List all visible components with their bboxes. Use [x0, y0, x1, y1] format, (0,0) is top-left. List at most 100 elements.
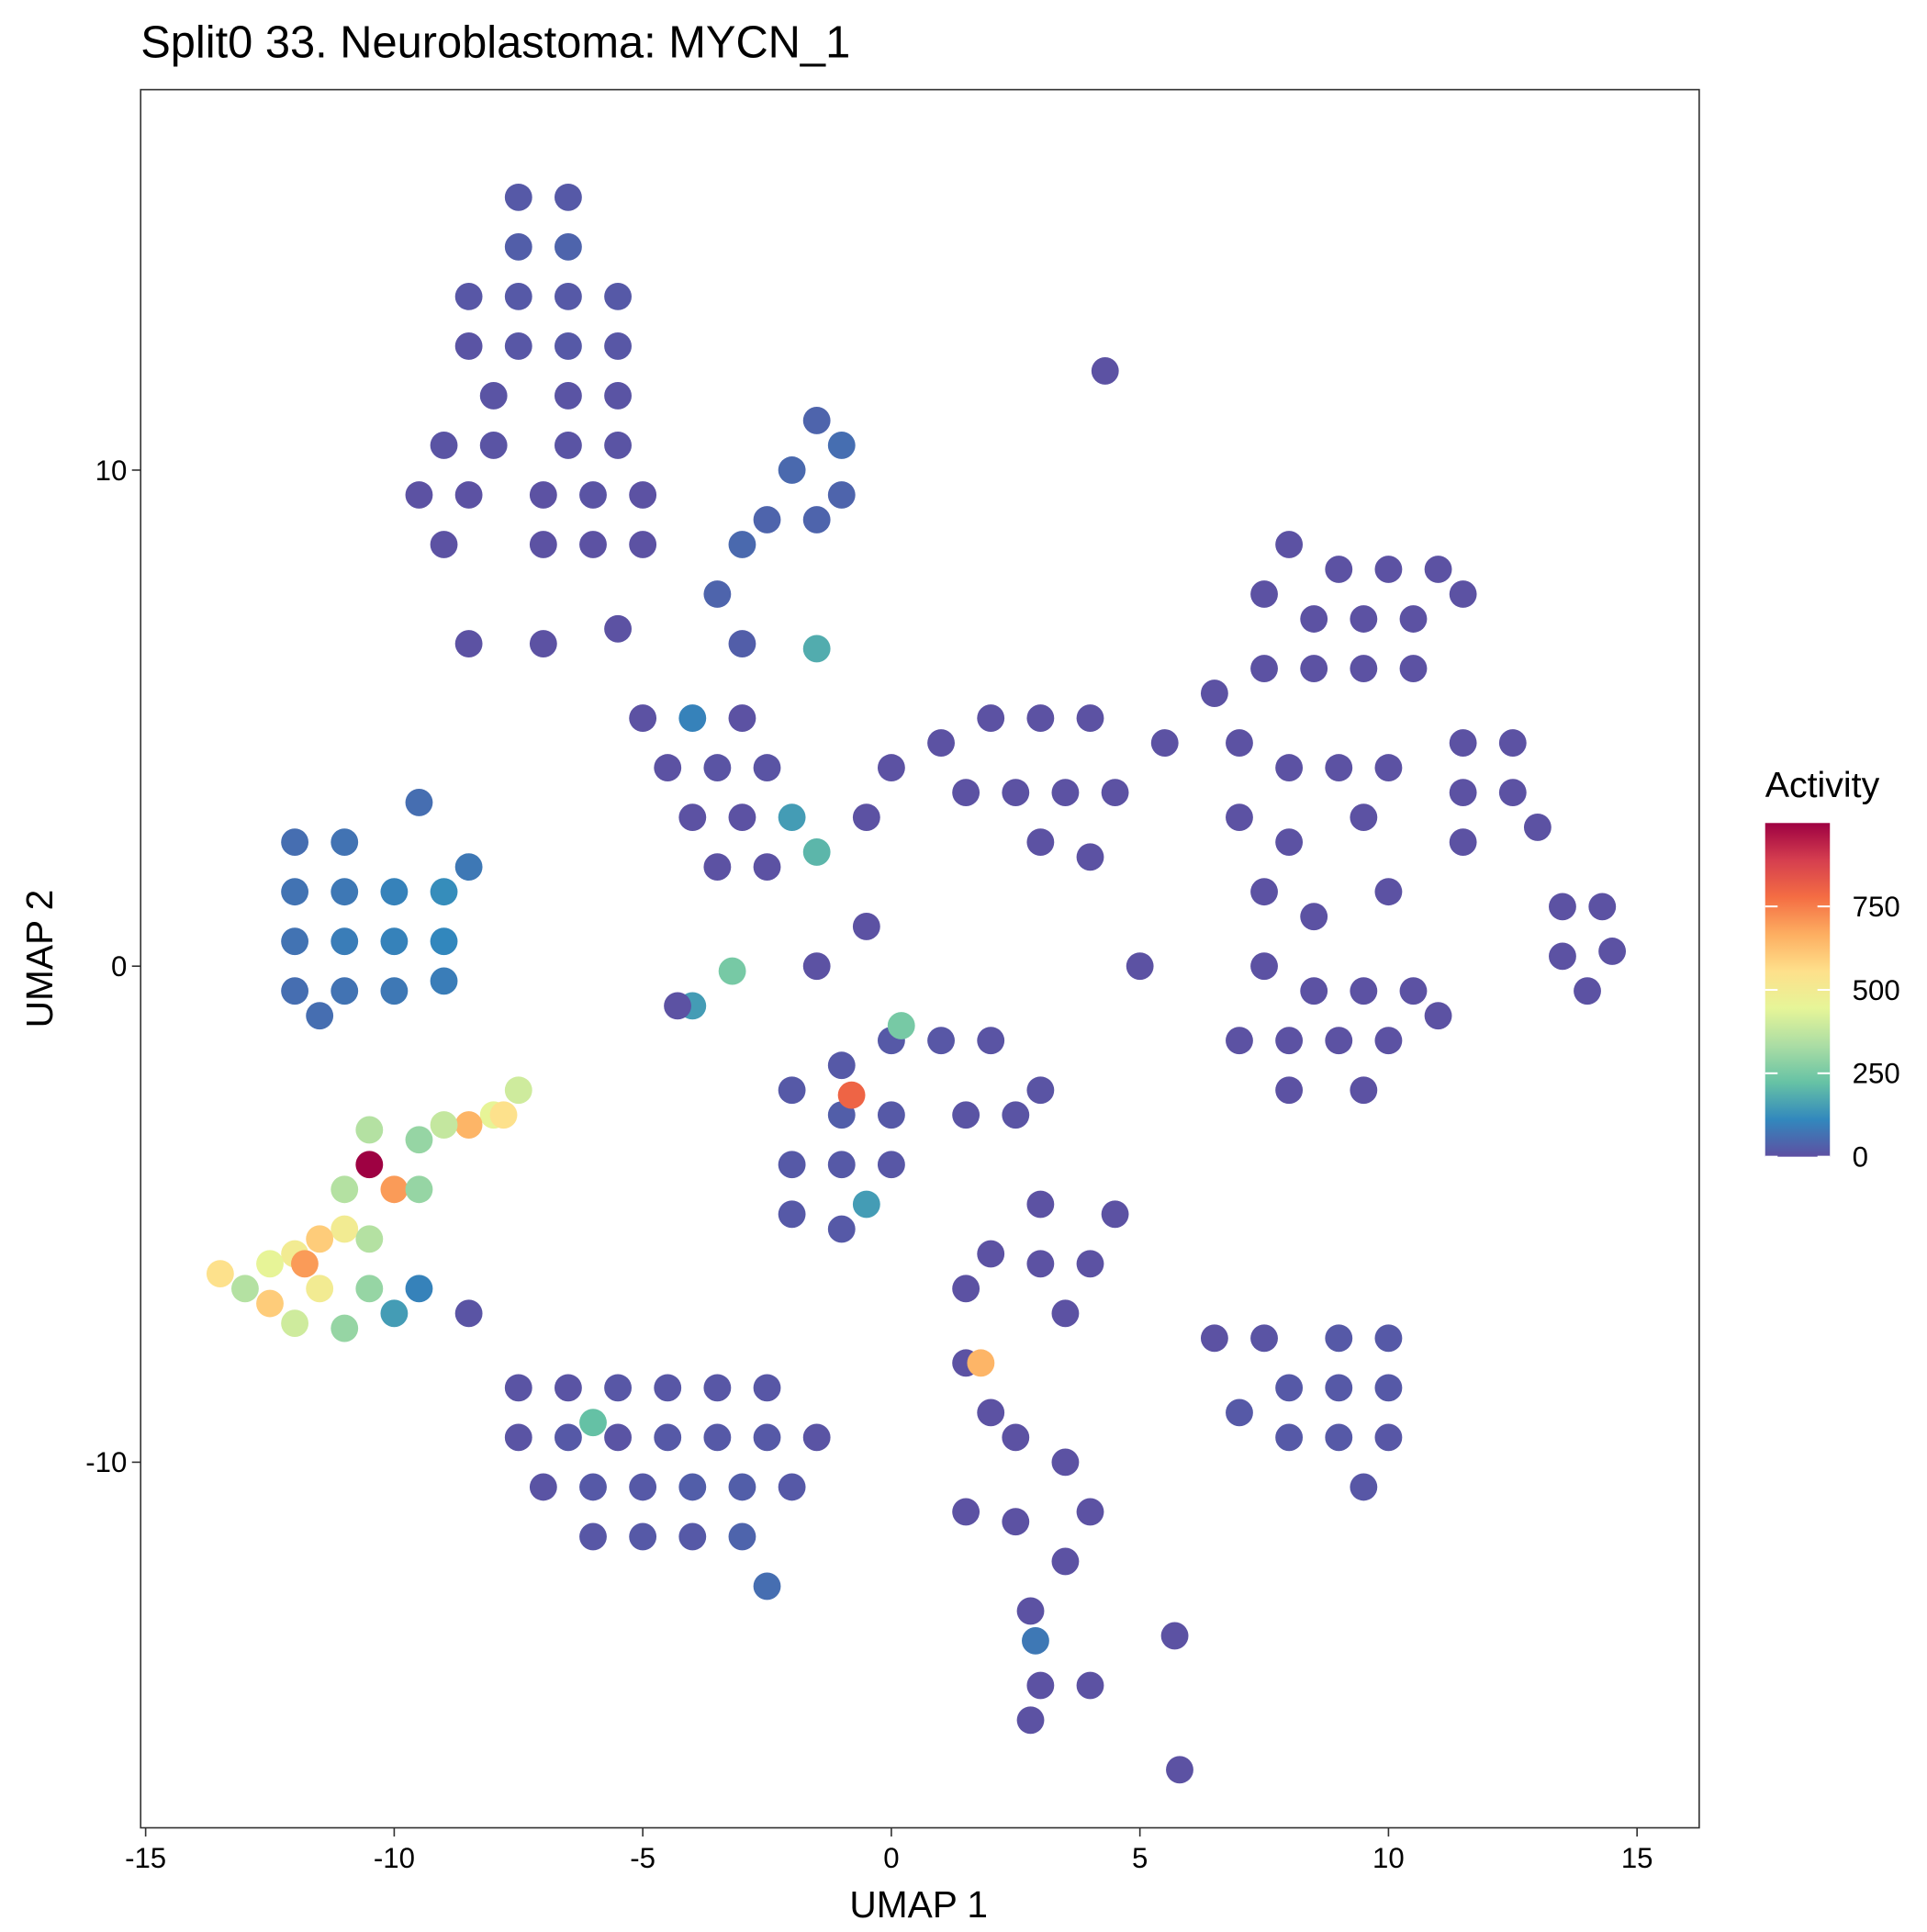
cell-point [1523, 814, 1552, 841]
cell-point [728, 704, 756, 732]
cell-point [1016, 1706, 1045, 1735]
cell-point [555, 183, 582, 211]
y-tick-label: 10 [95, 455, 128, 487]
x-tick-label: 0 [883, 1842, 899, 1874]
cell-point [664, 992, 691, 1020]
cell-point [977, 1027, 1005, 1055]
cell-point [604, 432, 632, 459]
cell-point [1325, 1324, 1353, 1353]
cell-point [256, 1289, 284, 1318]
cell-point [1250, 952, 1278, 981]
cell-point [454, 1111, 483, 1139]
cell-point [678, 1473, 707, 1501]
cell-point [555, 1374, 582, 1402]
cell-point [1275, 1027, 1304, 1055]
cell-point [306, 1225, 334, 1253]
cell-point [827, 1051, 856, 1080]
cell-point [877, 1151, 905, 1179]
cell-point [454, 481, 483, 509]
cell-point [802, 952, 831, 981]
cell-point [1399, 605, 1428, 633]
cell-point [405, 1275, 433, 1303]
cell-point [952, 1498, 980, 1526]
y-tick-label: 0 [111, 950, 127, 983]
cell-point [504, 232, 532, 261]
cell-point [1022, 1626, 1049, 1655]
cell-point [1250, 580, 1278, 608]
cell-point [1549, 942, 1576, 971]
cell-point [1498, 729, 1527, 758]
cell-point [306, 1002, 334, 1030]
cell-point [1076, 843, 1104, 871]
cell-point [1350, 605, 1378, 633]
cell-point [654, 754, 682, 782]
cell-point [703, 1374, 732, 1402]
cell-point [852, 913, 880, 940]
cell-point [331, 1175, 359, 1204]
cell-point [504, 183, 532, 211]
colorbar-tick-label: 0 [1853, 1141, 1868, 1174]
cell-point [355, 1225, 384, 1253]
cell-point [1076, 1671, 1104, 1700]
cell-point [405, 1175, 433, 1204]
cell-point [629, 1522, 657, 1551]
cell-point [852, 803, 880, 832]
cell-point [479, 432, 508, 459]
cell-point [1026, 1076, 1055, 1105]
colorbar-tick-label: 750 [1853, 891, 1900, 923]
cell-point [1374, 1374, 1403, 1402]
cell-point [778, 803, 806, 832]
cell-point [887, 1012, 915, 1039]
cell-point [778, 1151, 806, 1179]
points [206, 183, 1627, 1784]
y-tick-label: -10 [85, 1446, 127, 1478]
cell-point [1325, 754, 1353, 782]
cell-point [1250, 878, 1278, 906]
cell-point [1374, 1324, 1403, 1353]
cell-point [678, 803, 707, 832]
cell-point [753, 1423, 781, 1452]
cell-point [504, 282, 532, 310]
cell-point [331, 1314, 359, 1342]
y-axis-label: UMAP 2 [18, 890, 61, 1028]
cell-point [728, 1522, 756, 1551]
cell-point [555, 382, 582, 410]
cell-point [778, 1200, 806, 1229]
cell-point [1200, 680, 1228, 707]
cell-point [504, 1423, 532, 1452]
cell-point [1275, 1374, 1304, 1402]
cell-point [852, 1190, 880, 1219]
cell-point [1424, 1002, 1452, 1030]
cell-point [1374, 556, 1403, 583]
cell-point [1002, 1101, 1030, 1129]
cell-point [1016, 1597, 1045, 1625]
cell-point [1588, 893, 1617, 921]
cell-point [1424, 556, 1452, 583]
cell-point [1226, 803, 1253, 832]
cell-point [454, 282, 483, 310]
cell-point [1275, 828, 1304, 857]
cell-point [629, 481, 657, 509]
cell-point [1449, 779, 1477, 807]
cell-point [1076, 1498, 1104, 1526]
cell-point [1150, 729, 1179, 758]
cell-point [489, 1101, 518, 1129]
cell-point [802, 635, 831, 663]
cell-point [1026, 1190, 1055, 1219]
cell-point [753, 506, 781, 534]
cell-point [1449, 580, 1477, 608]
cell-point [504, 332, 532, 360]
cell-point [927, 729, 955, 758]
cell-point [1325, 1027, 1353, 1055]
cell-point [1449, 729, 1477, 758]
cell-point [380, 1175, 409, 1204]
cell-point [454, 1299, 483, 1328]
cell-point [355, 1275, 384, 1303]
cell-point [331, 977, 359, 1005]
cell-point [579, 1522, 607, 1551]
cell-point [1226, 1027, 1253, 1055]
cell-point [927, 1027, 955, 1055]
cell-point [281, 1309, 309, 1338]
cell-point [967, 1349, 995, 1377]
cell-point [529, 481, 557, 509]
